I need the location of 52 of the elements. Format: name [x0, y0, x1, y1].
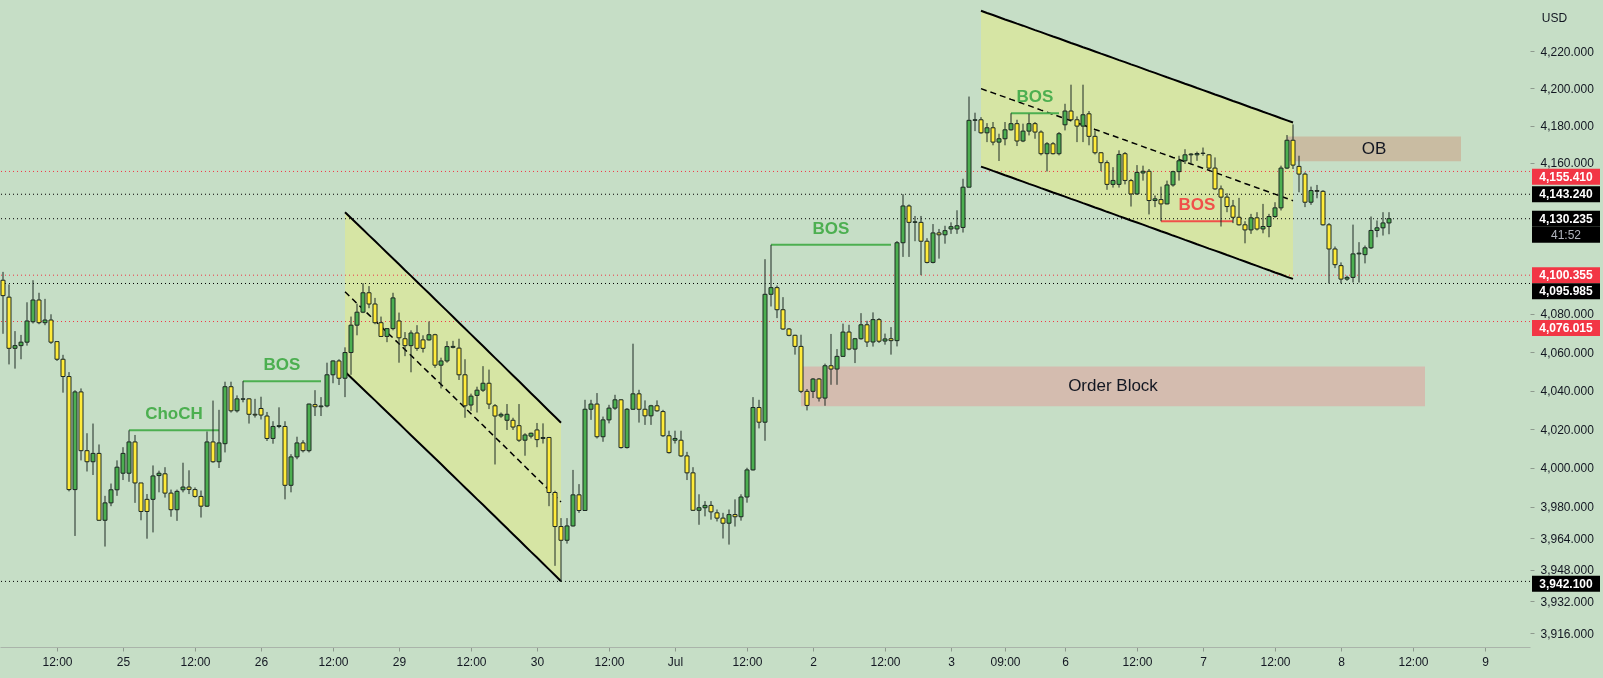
annotation: Order Block	[1068, 376, 1159, 396]
x-tick-label: Jul	[667, 654, 684, 669]
ref-line-label: 4,100.355	[1539, 268, 1594, 283]
y-tick-label: 3,948.000	[1540, 563, 1595, 578]
candlestick	[0, 271, 6, 335]
x-tick-label: 6	[1062, 654, 1070, 669]
y-tick-label: 4,040.000	[1540, 384, 1595, 399]
y-tick-label: 4,200.000	[1540, 81, 1595, 96]
x-tick-label: 12:00	[42, 654, 73, 669]
x-tick-label: 25	[116, 654, 131, 669]
x-tick-label: 12:00	[1260, 654, 1291, 669]
x-tick-label: 3	[948, 654, 956, 669]
y-tick-label: 4,160.000	[1540, 156, 1595, 171]
y-tick-label: 4,080.000	[1540, 307, 1595, 322]
y-tick-label: 3,932.000	[1540, 594, 1595, 609]
ref-line-label: 4,155.410	[1539, 169, 1594, 184]
x-tick-label: 12:00	[456, 654, 487, 669]
ref-line-label: 3,942.100	[1539, 576, 1594, 591]
ref-line-label: 4,076.015	[1539, 320, 1594, 335]
x-tick-label: 2	[810, 654, 818, 669]
x-tick-label: 29	[392, 654, 407, 669]
y-axis-title: USD	[1541, 10, 1568, 25]
x-tick-label: 12:00	[594, 654, 625, 669]
series-label: BOS	[263, 355, 301, 375]
y-tick-label: 4,000.000	[1540, 461, 1595, 476]
x-tick-label: 30	[530, 654, 545, 669]
series-label: BOS	[1178, 195, 1216, 215]
ref-line-label: 4,095.985	[1539, 284, 1594, 299]
x-tick-label: 12:00	[1122, 654, 1153, 669]
ref-line-label: 4,130.235 41:52	[1539, 211, 1594, 242]
y-tick-label: 4,060.000	[1540, 345, 1595, 360]
series-label: ChoCH	[145, 404, 203, 424]
annotation: OB	[1361, 138, 1387, 158]
y-tick-label: 3,916.000	[1540, 626, 1595, 641]
x-tick-label: 09:00	[990, 654, 1021, 669]
y-tick-label: 4,220.000	[1540, 44, 1595, 59]
y-tick-label: 4,020.000	[1540, 422, 1595, 437]
ref-line-label: 4,143.240	[1539, 187, 1594, 202]
x-tick-label: 7	[1200, 654, 1208, 669]
x-tick-label: 12:00	[1398, 654, 1429, 669]
x-tick-label: 12:00	[180, 654, 211, 669]
text: BOS	[1016, 87, 1054, 107]
y-tick-label: 3,964.000	[1540, 531, 1595, 546]
x-tick-label: 12:00	[870, 654, 901, 669]
x-tick-label: 26	[254, 654, 269, 669]
x-tick-label: 9	[1482, 654, 1490, 669]
x-tick-label: 8	[1338, 654, 1346, 669]
y-tick-label: 3,980.000	[1540, 500, 1595, 515]
y-tick-label: 4,180.000	[1540, 119, 1595, 134]
x-tick-label: 12:00	[732, 654, 763, 669]
x-tick-label: 12:00	[318, 654, 349, 669]
text: BOS	[812, 218, 850, 238]
